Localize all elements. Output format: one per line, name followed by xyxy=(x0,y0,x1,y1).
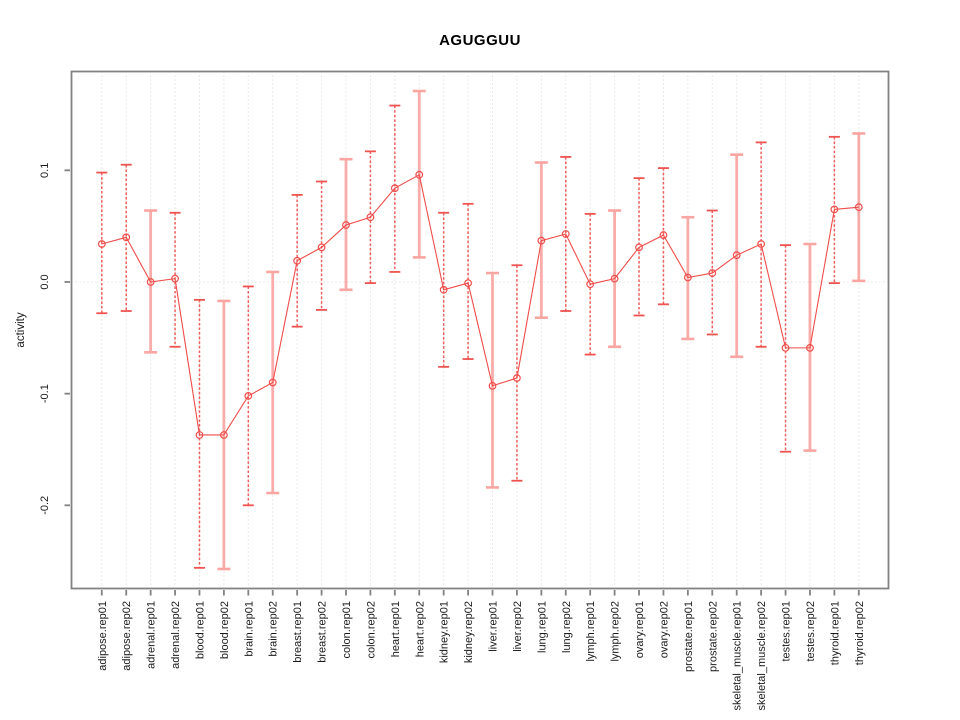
data-point xyxy=(244,391,253,400)
x-tick-label: skeletal_muscle.rep02 xyxy=(756,601,768,710)
data-point xyxy=(146,278,155,286)
data-point xyxy=(708,269,717,277)
data-point xyxy=(366,213,375,222)
data-point xyxy=(464,279,472,288)
data-point xyxy=(757,240,766,248)
data-point xyxy=(171,274,179,283)
x-tick-label: breast.rep02 xyxy=(317,601,329,663)
data-point xyxy=(219,431,228,439)
x-tick-label: lung.rep02 xyxy=(561,601,573,653)
x-tick-label: liver.rep02 xyxy=(512,601,524,652)
data-point xyxy=(390,184,399,193)
x-tick-label: ovary.rep01 xyxy=(634,601,646,658)
x-tick-label: ovary.rep02 xyxy=(658,601,670,658)
y-tick-label: -0.2 xyxy=(39,496,51,515)
data-point xyxy=(806,343,814,352)
x-tick-label: kidney.rep01 xyxy=(439,601,451,663)
data-point xyxy=(342,221,350,229)
chart-title: AGUGGUU xyxy=(439,32,521,49)
x-tick-label: colon.rep01 xyxy=(341,601,353,659)
x-tick-label: adipose.rep02 xyxy=(121,601,133,671)
x-tick-label: brain.rep02 xyxy=(268,601,280,657)
x-tick-label: adrenal.rep02 xyxy=(170,601,182,669)
data-point xyxy=(561,230,570,238)
data-point xyxy=(293,256,302,265)
x-tick-label: thyroid.rep02 xyxy=(854,601,866,665)
x-tick-label: prostate.rep01 xyxy=(683,601,695,672)
x-tick-label: blood.rep02 xyxy=(219,601,231,659)
data-point xyxy=(732,251,741,260)
x-tick-label: testes.rep01 xyxy=(781,601,793,662)
x-tick-label: liver.rep01 xyxy=(488,601,500,652)
x-tick-label: breast.rep01 xyxy=(292,601,304,663)
x-tick-label: lymph.rep02 xyxy=(610,601,622,662)
data-point xyxy=(488,381,497,390)
data-point xyxy=(268,378,277,387)
x-tick-label: brain.rep01 xyxy=(243,601,255,657)
data-point xyxy=(830,205,839,214)
x-tick-label: skeletal_muscle.rep01 xyxy=(732,601,744,710)
x-tick-label: lymph.rep01 xyxy=(585,601,597,662)
data-point xyxy=(122,233,131,242)
x-tick-label: adrenal.rep01 xyxy=(146,601,158,669)
data-point xyxy=(439,285,448,294)
x-tick-label: colon.rep02 xyxy=(365,601,377,659)
x-tick-label: prostate.rep02 xyxy=(707,601,719,672)
x-tick-label: blood.rep01 xyxy=(194,601,206,659)
plot-border xyxy=(70,70,890,590)
data-point xyxy=(513,374,521,382)
y-axis-label: activity xyxy=(15,312,27,347)
data-point xyxy=(586,280,595,289)
x-tick-label: thyroid.rep01 xyxy=(829,601,841,665)
data-point xyxy=(854,203,863,212)
data-point xyxy=(781,343,790,352)
x-tick-label: lung.rep01 xyxy=(536,601,548,653)
x-tick-label: heart.rep02 xyxy=(414,601,426,657)
x-tick-label: heart.rep01 xyxy=(390,601,402,657)
y-tick-label: -0.1 xyxy=(39,384,51,403)
data-point xyxy=(97,240,106,248)
data-point xyxy=(537,236,546,245)
data-point xyxy=(659,231,668,239)
data-point xyxy=(610,274,619,283)
y-tick-label: 0.1 xyxy=(39,163,51,178)
data-point xyxy=(317,243,326,252)
x-tick-label: kidney.rep02 xyxy=(463,601,475,663)
data-point xyxy=(683,273,692,282)
x-tick-label: testes.rep02 xyxy=(805,601,817,662)
series-line xyxy=(101,173,859,436)
x-tick-label: adipose.rep01 xyxy=(97,601,109,671)
y-tick-label: 0.0 xyxy=(39,274,51,289)
data-point xyxy=(635,243,643,252)
data-point xyxy=(195,431,204,439)
data-point xyxy=(415,170,424,179)
